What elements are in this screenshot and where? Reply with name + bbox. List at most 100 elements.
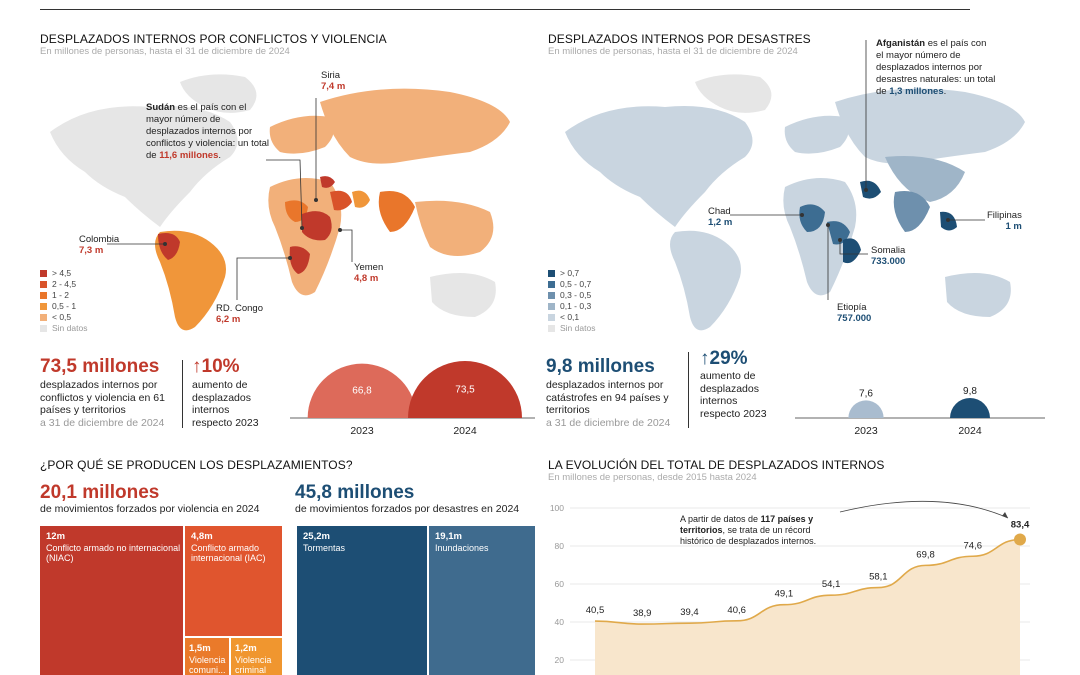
data-label: 83,4 bbox=[1011, 520, 1030, 531]
top-rule bbox=[40, 9, 970, 10]
evolution-annotation: A partir de datos de 117 países y territ… bbox=[680, 514, 817, 546]
annotation-arrow bbox=[839, 500, 1009, 519]
annotation-text: es el país con el mayor número de despla… bbox=[876, 38, 996, 97]
disaster-annotation: Afganistán es el país con el mayor númer… bbox=[876, 38, 996, 98]
legend-item: > 4,5 bbox=[40, 268, 87, 279]
y-tick-label: 20 bbox=[555, 655, 565, 665]
conflict-divider bbox=[182, 360, 183, 428]
data-label: 74,6 bbox=[964, 540, 983, 551]
legend-item: Sin datos bbox=[40, 323, 87, 334]
disaster-pct-desc: aumento de desplazados internos respecto… bbox=[700, 370, 767, 420]
legend-item: Sin datos bbox=[548, 323, 595, 334]
arrow-up-icon: ↑ bbox=[192, 356, 202, 377]
conflict-pct-desc: aumento de desplazados internos respecto… bbox=[192, 379, 259, 429]
evolution-subtitle: En millones de personas, desde 2015 hast… bbox=[548, 472, 757, 483]
semicircle-category-label: 2024 bbox=[453, 425, 477, 437]
disaster-big-number: 9,8 millones bbox=[546, 356, 655, 377]
disaster-big-date: a 31 de diciembre de 2024 bbox=[546, 417, 671, 429]
disaster-divider bbox=[688, 352, 689, 428]
semicircle-value-label: 7,6 bbox=[859, 388, 873, 399]
label-etiopia: Etiopía 757.000 bbox=[837, 302, 872, 324]
disaster-world-map bbox=[565, 74, 1025, 331]
disaster-pct: ↑29% bbox=[700, 348, 748, 369]
y-tick-label: 40 bbox=[555, 617, 565, 627]
data-label: 58,1 bbox=[869, 572, 888, 583]
legend-item: < 0,1 bbox=[548, 312, 595, 323]
semicircle-value-label: 73,5 bbox=[455, 384, 475, 395]
legend-item: > 0,7 bbox=[548, 268, 595, 279]
data-label: 69,8 bbox=[916, 549, 935, 560]
y-tick-label: 80 bbox=[555, 541, 565, 551]
label-rd-congo: RD. Congo 6,2 m bbox=[216, 303, 263, 325]
arrowhead-icon bbox=[1002, 512, 1008, 518]
conflict-semicircle-chart: 66,8 2023 73,5 2024 bbox=[290, 361, 535, 437]
treemap-block-criminal: 1,2m Violencia criminal bbox=[231, 638, 282, 675]
legend-item: 0,3 - 0,5 bbox=[548, 290, 595, 301]
conflict-big-date: a 31 de diciembre de 2024 bbox=[40, 417, 165, 429]
treemap-block-iac: 4,8m Conflicto armado internacional (IAC) bbox=[185, 526, 282, 636]
y-tick-label: 100 bbox=[550, 503, 564, 513]
conflict-world-map bbox=[50, 74, 510, 331]
conflict-big-desc: desplazados internos por conflictos y vi… bbox=[40, 379, 165, 416]
label-somalia: Somalia 733.000 bbox=[871, 245, 906, 267]
data-label: 40,5 bbox=[586, 605, 605, 616]
semicircle-category-label: 2024 bbox=[958, 425, 982, 437]
disaster-desc: de movimientos forzados por desastres en… bbox=[295, 503, 520, 515]
semicircle-value-label: 66,8 bbox=[352, 386, 372, 397]
data-label: 54,1 bbox=[822, 579, 841, 590]
evolution-title: LA EVOLUCIÓN DEL TOTAL DE DESPLAZADOS IN… bbox=[548, 458, 885, 472]
conflict-annotation: Sudán es el país con el mayor número de … bbox=[146, 102, 272, 162]
why-title: ¿POR QUÉ SE PRODUCEN LOS DESPLAZAMIENTOS… bbox=[40, 458, 353, 472]
arrow-up-icon: ↑ bbox=[700, 348, 710, 369]
data-label: 38,9 bbox=[633, 608, 652, 619]
disaster-big-desc: desplazados internos por catástrofes en … bbox=[546, 379, 669, 416]
label-colombia: Colombia 7,3 m bbox=[79, 234, 120, 256]
treemap-block-storms: 25,2m Tormentas bbox=[297, 526, 427, 675]
area-fill bbox=[595, 539, 1020, 675]
disaster-subtitle: En millones de personas, hasta el 31 de … bbox=[548, 46, 798, 57]
label-chad: Chad 1,2 m bbox=[708, 206, 733, 228]
disaster-legend: > 0,7 0,5 - 0,7 0,3 - 0,5 0,1 - 0,3 < 0,… bbox=[548, 268, 595, 334]
legend-item: 0,5 - 0,7 bbox=[548, 279, 595, 290]
evolution-area-chart: 20 40 60 80 100 40,5 38,9 39,4 40,6 49,1 54,1 58,1 6… bbox=[550, 500, 1030, 675]
label-filipinas: Filipinas 1 m bbox=[987, 210, 1022, 232]
conflict-legend: > 4,5 2 - 4,5 1 - 2 0,5 - 1 < 0,5 Sin da… bbox=[40, 268, 87, 334]
area-line bbox=[594, 538, 1021, 625]
y-tick-label: 60 bbox=[555, 579, 565, 589]
treemap-block-communal: 1,5m Violencia comuni... bbox=[185, 638, 229, 675]
treemap-block-niac: 12m Conflicto armado no internacional (NI… bbox=[40, 526, 183, 675]
disaster-total: 45,8 millones bbox=[295, 482, 415, 503]
semicircle-category-label: 2023 bbox=[350, 425, 374, 437]
semicircle-2023 bbox=[848, 400, 884, 418]
label-siria: Siria 7,4 m bbox=[321, 70, 346, 92]
conflict-title: DESPLAZADOS INTERNOS POR CONFLICTOS Y VI… bbox=[40, 32, 387, 46]
legend-item: 2 - 4,5 bbox=[40, 279, 87, 290]
violence-total: 20,1 millones bbox=[40, 482, 160, 503]
legend-item: < 0,5 bbox=[40, 312, 87, 323]
semicircle-2023 bbox=[307, 363, 417, 418]
conflict-pct: ↑10% bbox=[192, 356, 240, 377]
conflict-leader-lines bbox=[107, 98, 353, 300]
legend-item: 0,1 - 0,3 bbox=[548, 301, 595, 312]
label-yemen: Yemen 4,8 m bbox=[354, 262, 384, 284]
disaster-semicircle-chart: 7,6 2023 9,8 2024 bbox=[795, 386, 1045, 437]
conflict-big-number: 73,5 millones bbox=[40, 356, 160, 377]
legend-item: 1 - 2 bbox=[40, 290, 87, 301]
annotation-end: . bbox=[943, 86, 947, 97]
violence-desc: de movimientos forzados por violencia en… bbox=[40, 503, 260, 515]
data-label: 39,4 bbox=[680, 607, 699, 618]
disaster-leader-lines bbox=[730, 40, 985, 300]
annotation-end: . bbox=[218, 150, 222, 161]
annotation-value: 1,3 millones bbox=[889, 86, 944, 97]
disaster-title: DESPLAZADOS INTERNOS POR DESASTRES bbox=[548, 32, 811, 46]
semicircle-value-label: 9,8 bbox=[963, 386, 977, 397]
treemap-block-floods: 19,1m Inundaciones bbox=[429, 526, 535, 675]
annotation-text: es el país con el mayor número de despla… bbox=[146, 102, 270, 161]
semicircle-2024 bbox=[950, 398, 990, 418]
highlight-point bbox=[1014, 533, 1026, 546]
annotation-bold: Afganistán bbox=[876, 38, 926, 49]
annotation-bold: Sudán bbox=[146, 102, 176, 113]
legend-item: 0,5 - 1 bbox=[40, 301, 87, 312]
semicircle-category-label: 2023 bbox=[854, 425, 878, 437]
annotation-bold: 117 países y territorios bbox=[680, 514, 814, 535]
